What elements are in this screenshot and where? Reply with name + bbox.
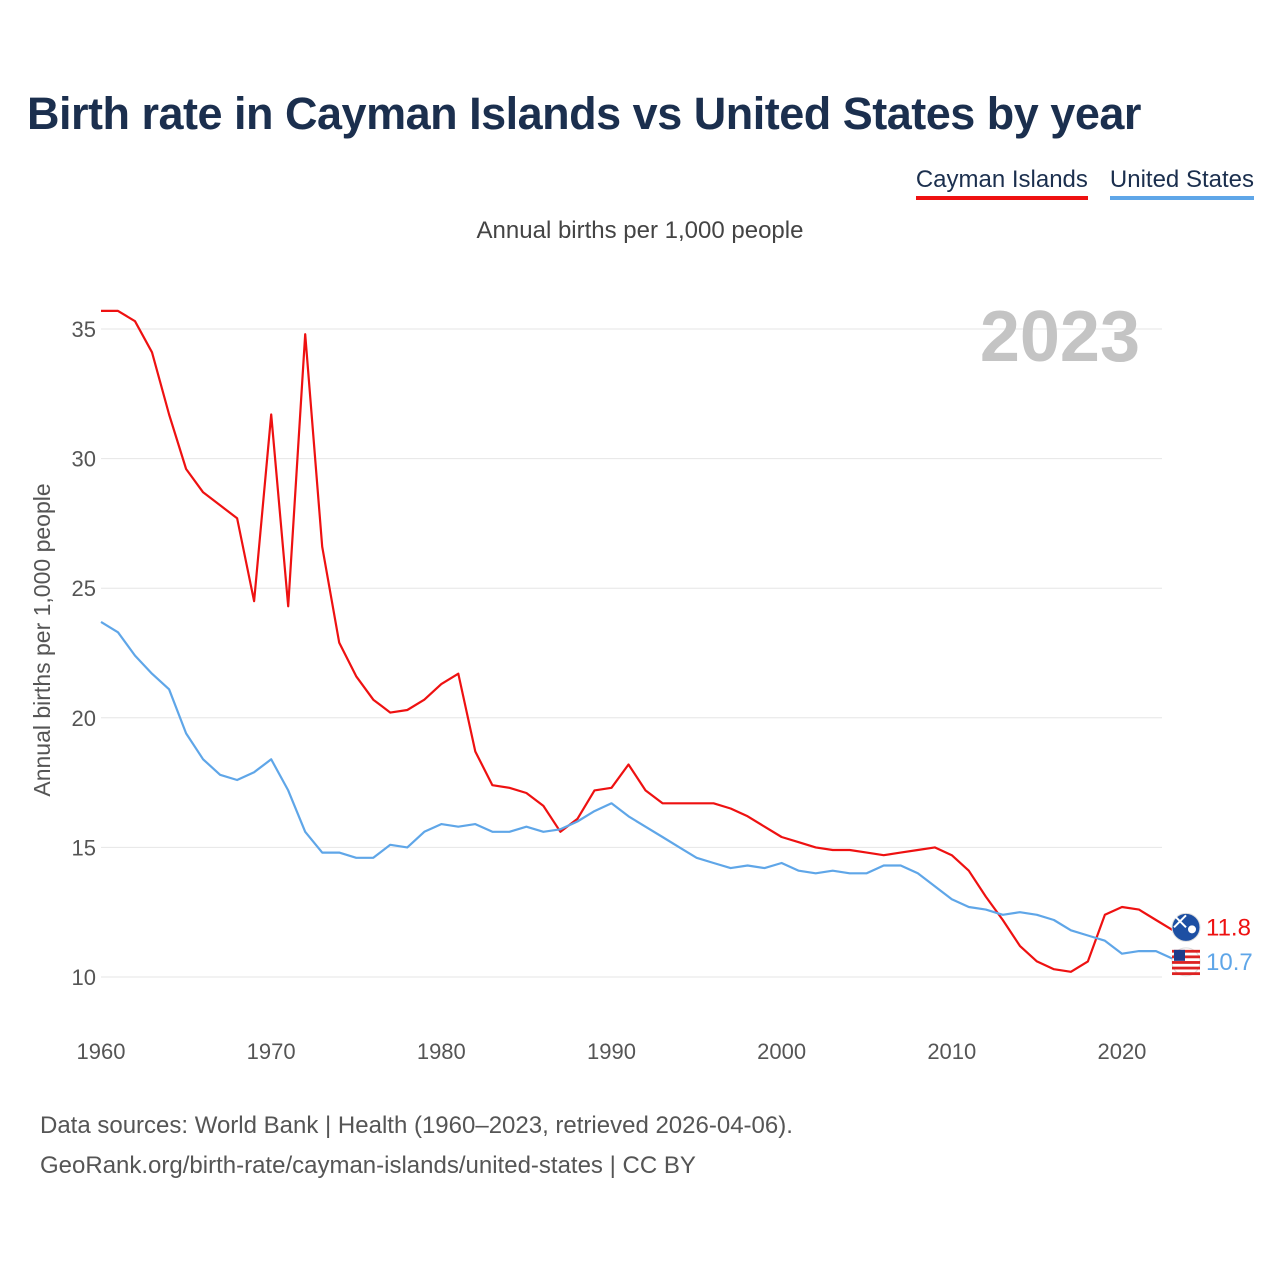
x-tick-label-1960: 1960	[77, 1039, 126, 1064]
end-value-label-united-states: 10.7	[1206, 949, 1253, 976]
y-tick-label-15: 15	[72, 835, 96, 860]
gridlines	[101, 328, 1162, 978]
x-tick-label-1980: 1980	[417, 1039, 466, 1064]
y-tick-label-20: 20	[72, 706, 96, 731]
footer-link[interactable]: GeoRank.org/birth-rate/cayman-islands/un…	[40, 1152, 696, 1179]
x-axis-ticks: 1960 1970 1980 1990 2000 2010 2020	[77, 1039, 1147, 1064]
series-line-cayman-islands	[101, 309, 1174, 973]
y-tick-label-35: 35	[72, 317, 96, 342]
flag-union-cross	[1173, 914, 1187, 929]
flag-canton	[1174, 949, 1185, 961]
chart-subtitle: Annual births per 1,000 people	[476, 217, 804, 244]
series-lines	[100, 309, 1174, 973]
x-tick-label-2000: 2000	[757, 1039, 806, 1064]
legend: Cayman Islands United States	[915, 166, 1254, 200]
chart-title: Birth rate in Cayman Islands vs United S…	[27, 88, 1141, 139]
flag-stripe-4	[1172, 972, 1200, 976]
flag-crest	[1188, 925, 1196, 934]
end-value-label-cayman-islands: 11.8	[1206, 914, 1251, 941]
flag-stripe-1	[1172, 955, 1200, 959]
series-end-markers: 11.8 10.7	[1171, 912, 1253, 977]
year-watermark: 2023	[980, 297, 1140, 377]
y-axis-ticks: 10 15 20 25 30 35	[72, 317, 96, 990]
flag-stripe-3	[1172, 966, 1200, 970]
x-tick-label-1990: 1990	[587, 1039, 636, 1064]
x-tick-label-2020: 2020	[1097, 1039, 1146, 1064]
series-line-united-states	[100, 620, 1174, 960]
x-tick-label-1970: 1970	[247, 1039, 296, 1064]
y-axis-label: Annual births per 1,000 people	[29, 483, 55, 796]
footer-sources: Data sources: World Bank | Health (1960–…	[40, 1112, 793, 1139]
y-tick-label-30: 30	[72, 447, 96, 472]
footer: Data sources: World Bank | Health (1960–…	[40, 1106, 793, 1186]
flag-stripe-2	[1172, 961, 1200, 964]
legend-item-cayman-islands[interactable]: Cayman Islands	[915, 166, 1088, 200]
x-tick-label-2010: 2010	[927, 1039, 976, 1064]
flag-stripe-0	[1172, 949, 1200, 953]
y-tick-label-25: 25	[72, 576, 96, 601]
legend-item-united-states[interactable]: United States	[1109, 166, 1254, 200]
y-tick-label-10: 10	[72, 965, 96, 990]
